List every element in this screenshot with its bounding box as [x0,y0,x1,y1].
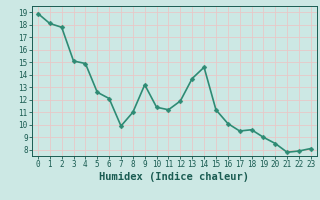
X-axis label: Humidex (Indice chaleur): Humidex (Indice chaleur) [100,172,249,182]
